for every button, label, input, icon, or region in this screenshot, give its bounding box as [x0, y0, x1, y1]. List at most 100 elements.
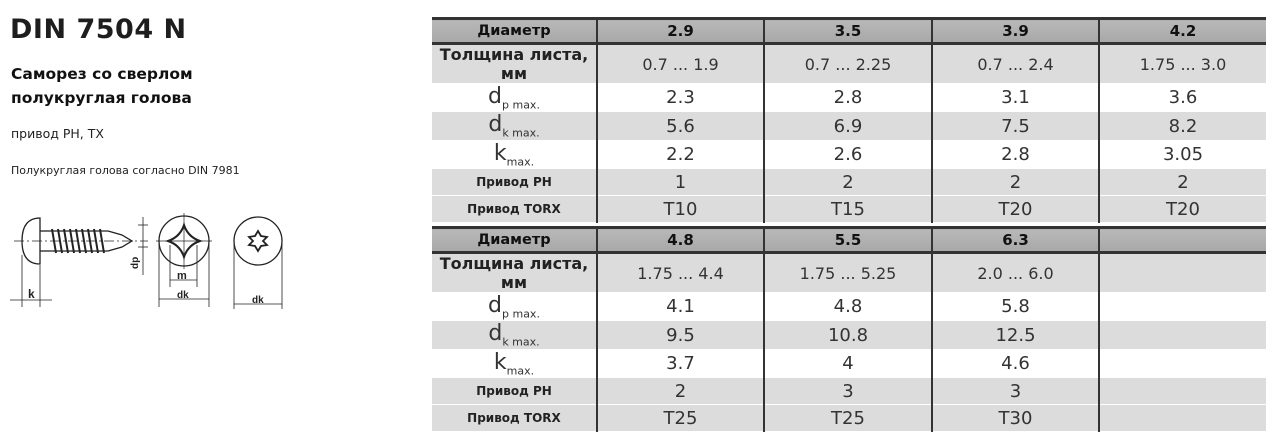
row-label-subscript: p max.: [502, 98, 540, 112]
label-k: k: [28, 287, 35, 301]
screw-technical-drawing: k dp m dk dk: [10, 213, 283, 309]
k-max-cell: 4: [764, 349, 933, 379]
row-label-main: d: [488, 293, 502, 318]
diameter-cell: 5.5: [764, 226, 933, 254]
sheet-thickness-cell: 1.75 ... 4.4: [597, 252, 765, 293]
row-label: Привод PH: [432, 168, 598, 197]
dk-max-cell: 12.5: [932, 320, 1100, 350]
diameter-cell: 2.9: [597, 17, 765, 45]
row-label: kmax.: [432, 349, 598, 379]
drive-torx-cell: T20: [1099, 195, 1266, 224]
diameter-cell: [1099, 226, 1266, 254]
drive-ph-cell: 2: [932, 168, 1100, 197]
dp-max-cell: 2.3: [597, 83, 765, 113]
sheet-thickness-cell: [1099, 252, 1266, 293]
row-label-main: k: [493, 140, 507, 166]
drive-torx-cell: T30: [932, 404, 1100, 432]
head-standard-note: Полукруглая голова согласно DIN 7981: [11, 164, 240, 177]
screw-side-view: [10, 217, 148, 307]
dp-max-cell: 4.8: [764, 292, 933, 322]
row-label-main: Привод TORX: [467, 411, 561, 426]
phillips-head-top-view: [156, 213, 212, 307]
product-subtitle: Саморез со сверлом полукруглая голова: [11, 62, 193, 110]
sheet-thickness-cell: 0.7 ... 1.9: [597, 43, 765, 84]
row-label-main: d: [488, 321, 503, 347]
product-title: DIN 7504 N: [10, 14, 187, 45]
row-label-main: Диаметр: [477, 232, 551, 248]
row-label-subscript: k max.: [502, 335, 540, 349]
row-label-main: Толщина листа, мм: [439, 254, 589, 292]
drive-torx-cell: T25: [764, 404, 933, 432]
dp-max-cell: 5.8: [932, 292, 1100, 322]
drive-ph-cell: 2: [764, 168, 933, 197]
dp-max-cell: 4.1: [597, 292, 765, 322]
dk-max-cell: 7.5: [932, 111, 1100, 141]
row-label: Толщина листа, мм: [432, 252, 598, 293]
row-diameter: Диаметр 4.8 5.5 6.3: [432, 226, 1266, 254]
dp-max-cell: [1099, 292, 1266, 322]
row-dk-max: dk max. 9.5 10.8 12.5: [432, 320, 1266, 350]
sheet-thickness-cell: 1.75 ... 5.25: [764, 252, 933, 293]
row-label-subscript: max.: [506, 364, 535, 378]
row-drive-torx: Привод TORX T10 T15 T20 T20: [432, 195, 1266, 224]
row-label: kmax.: [432, 140, 598, 170]
row-label-subscript: p max.: [502, 307, 540, 321]
row-label-main: d: [488, 84, 502, 109]
spec-table-2: Диаметр 4.8 5.5 6.3 Толщина листа, мм 1.75 ..…: [432, 226, 1266, 432]
row-sheet-thickness: Толщина листа, мм 1.75 ... 4.4 1.75 ... 5.…: [432, 252, 1266, 293]
dk-max-cell: 10.8: [764, 320, 933, 350]
row-k-max: kmax. 3.7 4 4.6: [432, 349, 1266, 379]
row-label: dk max.: [432, 320, 598, 350]
dk-max-cell: 5.6: [597, 111, 765, 141]
row-label: dp max.: [432, 83, 598, 113]
row-dk-max: dk max. 5.6 6.9 7.5 8.2: [432, 111, 1266, 141]
row-label: Диаметр: [432, 226, 598, 254]
row-label-main: Привод PH: [476, 384, 552, 399]
dk-max-cell: 9.5: [597, 320, 765, 350]
row-drive-torx: Привод TORX T25 T25 T30: [432, 404, 1266, 432]
sheet-thickness-cell: 0.7 ... 2.4: [932, 43, 1100, 84]
row-label: dk max.: [432, 111, 598, 141]
diameter-cell: 4.2: [1099, 17, 1266, 45]
row-label-main: k: [493, 349, 507, 375]
row-label-main: Привод TORX: [467, 202, 561, 217]
subtitle-line-1: Саморез со сверлом: [11, 65, 193, 83]
k-max-cell: 2.6: [764, 140, 933, 170]
drive-ph-cell: 2: [1099, 168, 1266, 197]
row-label-subscript: k max.: [502, 126, 540, 140]
row-label-main: Диаметр: [477, 23, 551, 39]
row-k-max: kmax. 2.2 2.6 2.8 3.05: [432, 140, 1266, 170]
row-label: Толщина листа, мм: [432, 43, 598, 84]
row-dp-max: dp max. 2.3 2.8 3.1 3.6: [432, 83, 1266, 113]
drive-torx-cell: T15: [764, 195, 933, 224]
label-m: m: [177, 270, 187, 282]
row-label-main: Толщина листа, мм: [439, 45, 589, 83]
row-label-main: d: [488, 112, 503, 138]
row-drive-ph: Привод PH 2 3 3: [432, 377, 1266, 406]
sheet-thickness-cell: 0.7 ... 2.25: [764, 43, 933, 84]
dp-max-cell: 3.6: [1099, 83, 1266, 113]
drive-ph-cell: 2: [597, 377, 765, 406]
sheet-thickness-cell: 2.0 ... 6.0: [932, 252, 1100, 293]
drive-torx-cell: T10: [597, 195, 765, 224]
dp-max-cell: 2.8: [764, 83, 933, 113]
drive-ph-cell: 3: [932, 377, 1100, 406]
drive-ph-cell: [1099, 377, 1266, 406]
row-diameter: Диаметр 2.9 3.5 3.9 4.2: [432, 17, 1266, 45]
diameter-cell: 3.5: [764, 17, 933, 45]
label-dp: dp: [130, 257, 141, 269]
k-max-cell: [1099, 349, 1266, 379]
row-drive-ph: Привод PH 1 2 2 2: [432, 168, 1266, 197]
row-dp-max: dp max. 4.1 4.8 5.8: [432, 292, 1266, 322]
drive-ph-cell: 3: [764, 377, 933, 406]
k-max-cell: 2.8: [932, 140, 1100, 170]
k-max-cell: 3.7: [597, 349, 765, 379]
row-label: Привод PH: [432, 377, 598, 406]
torx-head-top-view: [233, 216, 283, 309]
k-max-cell: 3.05: [1099, 140, 1266, 170]
row-label: Привод TORX: [432, 404, 598, 432]
row-label-subscript: max.: [506, 155, 535, 169]
dp-max-cell: 3.1: [932, 83, 1100, 113]
dk-max-cell: [1099, 320, 1266, 350]
drive-torx-cell: T20: [932, 195, 1100, 224]
